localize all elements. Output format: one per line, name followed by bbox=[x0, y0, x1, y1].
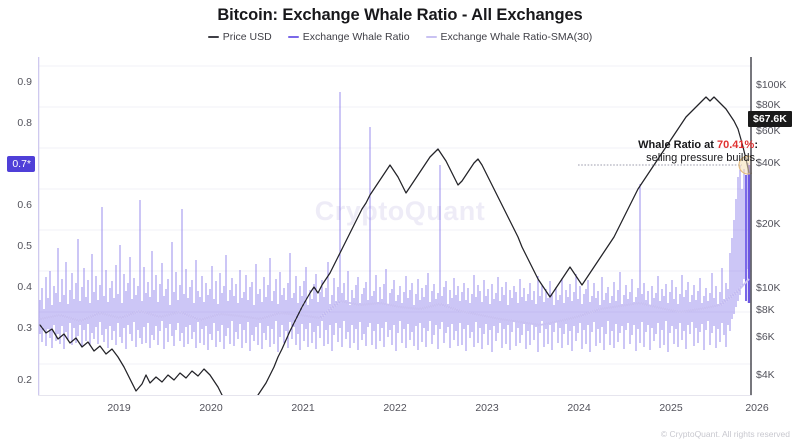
legend-swatch-whale-ratio-sma bbox=[425, 36, 437, 38]
chart-legend: Price USD Exchange Whale Ratio Exchange … bbox=[0, 31, 800, 43]
annotation-circle-marker bbox=[738, 155, 752, 175]
legend-swatch-whale-ratio bbox=[287, 36, 299, 38]
plot-area[interactable] bbox=[38, 57, 752, 396]
legend-item-whale-ratio-sma[interactable]: Exchange Whale Ratio-SMA(30) bbox=[425, 31, 593, 43]
y-tick-right: $60K bbox=[756, 125, 781, 137]
series-exchange-whale-ratio bbox=[39, 92, 749, 352]
y-tick-left-highlight: 0.7* bbox=[7, 156, 35, 172]
annotation-leader bbox=[578, 155, 752, 175]
y-tick-left: 0.4 bbox=[17, 281, 32, 293]
legend-label-price-usd: Price USD bbox=[222, 31, 272, 43]
legend-label-whale-ratio: Exchange Whale Ratio bbox=[302, 31, 410, 43]
x-tick-2022: 2022 bbox=[383, 402, 407, 414]
x-tick-2023: 2023 bbox=[475, 402, 499, 414]
y-tick-left: 0.3 bbox=[17, 322, 32, 334]
legend-item-whale-ratio[interactable]: Exchange Whale Ratio bbox=[287, 31, 410, 43]
chart-title: Bitcoin: Exchange Whale Ratio - All Exch… bbox=[217, 6, 583, 24]
x-tick-2019: 2019 bbox=[107, 402, 131, 414]
y-tick-left: 0.6 bbox=[17, 199, 32, 211]
gridlines bbox=[38, 65, 752, 365]
x-tick-2025: 2025 bbox=[659, 402, 683, 414]
copyright-credit: © CryptoQuant. All rights reserved bbox=[660, 429, 790, 439]
series-price-usd bbox=[39, 96, 750, 396]
series-whale-ratio-sma bbox=[39, 278, 750, 326]
y-tick-right-highlight: $67.6K bbox=[748, 111, 792, 127]
y-tick-right: $10K bbox=[756, 282, 781, 294]
y-tick-left: 0.8 bbox=[17, 117, 32, 129]
x-tick-2024: 2024 bbox=[567, 402, 591, 414]
chart-svg bbox=[38, 57, 752, 396]
legend-label-whale-ratio-sma: Exchange Whale Ratio-SMA(30) bbox=[440, 31, 593, 43]
y-tick-right: $100K bbox=[756, 79, 787, 91]
x-tick-2026: 2026 bbox=[745, 402, 769, 414]
y-axis-right: $100K $80K $67.6K $60K $40K $20K $10K $8… bbox=[748, 57, 800, 396]
legend-item-price-usd[interactable]: Price USD bbox=[207, 31, 272, 43]
y-tick-right: $6K bbox=[756, 331, 775, 343]
y-tick-right: $40K bbox=[756, 157, 781, 169]
x-tick-2021: 2021 bbox=[291, 402, 315, 414]
y-tick-left: 0.9 bbox=[17, 76, 32, 88]
y-tick-right: $4K bbox=[756, 369, 775, 381]
y-axis-left: 0.9 0.8 0.7* 0.6 0.5 0.4 0.3 0.2 bbox=[0, 57, 35, 396]
y-tick-right: $20K bbox=[756, 218, 781, 230]
y-tick-right: $8K bbox=[756, 304, 775, 316]
legend-swatch-price-usd bbox=[207, 36, 219, 38]
y-tick-right: $80K bbox=[756, 99, 781, 111]
plot-axes bbox=[38, 57, 752, 396]
y-tick-left: 0.5 bbox=[17, 240, 32, 252]
x-tick-2020: 2020 bbox=[199, 402, 223, 414]
y-tick-left: 0.2 bbox=[17, 374, 32, 386]
